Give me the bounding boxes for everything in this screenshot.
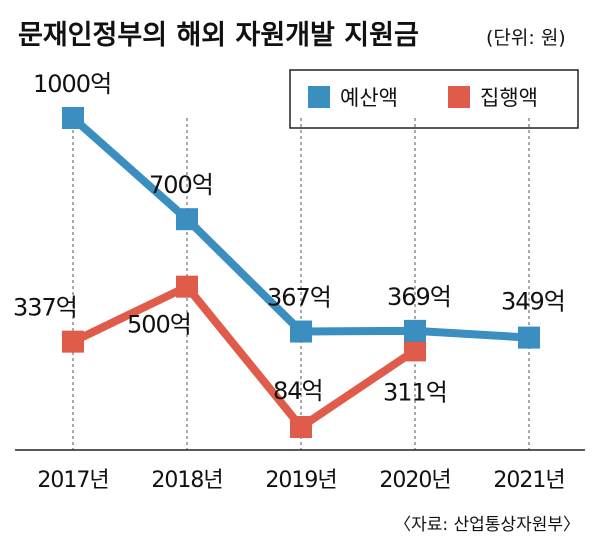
data-labels: 1000억 700억 367억 369억 349억 337억 500억 84억 311억: [13, 70, 566, 406]
x-tick-labels: 2017년 2018년 2019년 2020년 2021년: [37, 468, 565, 493]
marker-executed-1: [62, 330, 84, 353]
marker-executed-3: [290, 416, 312, 438]
x-tick-3: 2019년: [265, 468, 336, 493]
x-tick-2: 2018년: [151, 468, 222, 493]
marker-budget-4: [404, 319, 426, 342]
data-label-executed-3: 84억: [273, 377, 323, 405]
marker-budget-3: [290, 320, 312, 343]
data-label-executed-1: 337억: [13, 294, 77, 322]
data-label-executed-4: 311억: [383, 378, 447, 406]
markers: [62, 107, 540, 438]
x-tick-4: 2020년: [379, 468, 450, 493]
legend: 예산액 집행액: [289, 69, 579, 129]
x-tick-5: 2021년: [493, 468, 564, 493]
data-label-budget-3: 367억: [267, 284, 331, 312]
data-label-budget-1: 1000억: [33, 70, 111, 98]
marker-budget-5: [518, 326, 540, 349]
chart-title: 문재인정부의 해외 자원개발 지원금: [18, 20, 419, 51]
source-note: 〈자료: 산업통상자원부〉: [394, 515, 580, 535]
data-label-budget-5: 349억: [501, 288, 565, 316]
data-label-executed-2: 500억: [127, 311, 191, 339]
marker-executed-2: [176, 275, 198, 298]
legend-box: [289, 69, 579, 129]
legend-label-executed: 집행액: [480, 86, 538, 110]
marker-budget-2: [176, 208, 198, 231]
unit-label: (단위: 원): [486, 27, 566, 49]
legend-swatch-budget: [308, 86, 330, 108]
data-label-budget-2: 700억: [149, 171, 213, 199]
legend-label-budget: 예산액: [340, 86, 398, 110]
legend-swatch-executed: [448, 86, 470, 108]
marker-executed-4: [404, 339, 426, 362]
gridlines: [72, 118, 530, 450]
marker-budget-1: [62, 107, 84, 129]
data-label-budget-4: 369억: [387, 283, 451, 311]
x-tick-1: 2017년: [37, 468, 108, 493]
series-line-executed: [71, 282, 418, 431]
